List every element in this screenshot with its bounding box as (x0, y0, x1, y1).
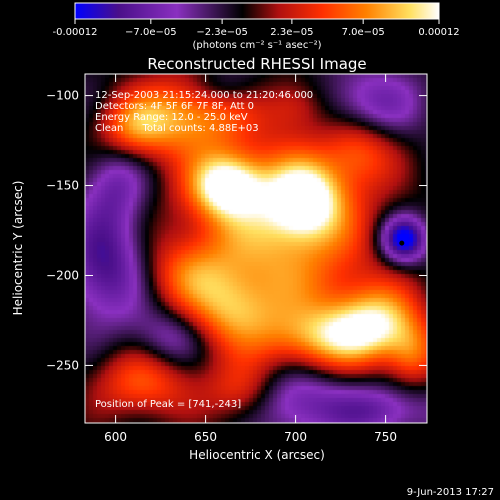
y-tick-label: −100 (46, 89, 79, 103)
y-tick-label: −200 (46, 268, 79, 282)
axis-ticks: 600 650 700 750 −100 −150 −200 −250 (46, 74, 427, 444)
annotation-block: 12-Sep-2003 21:15:24.000 to 21:20:46.000… (95, 90, 313, 134)
annotation-clean-counts: Clean Total counts: 4.88E+03 (95, 123, 259, 134)
annotation-time: 12-Sep-2003 21:15:24.000 to 21:20:46.000 (95, 90, 313, 101)
peak-position-label: Position of Peak = [741,-243] (95, 399, 241, 410)
x-tick-label: 600 (104, 430, 127, 444)
footer-date: 9-Jun-2013 17:27 (407, 487, 494, 498)
heatmap-container (85, 74, 427, 423)
colorbar-tick-label: −7.0e−05 (125, 27, 177, 38)
colorbar-unit-label: (photons cm⁻² s⁻¹ asec⁻²) (192, 40, 321, 51)
annotation-detectors: Detectors: 4F 5F 6F 7F 8F, Att 0 (95, 101, 254, 112)
x-tick-label: 750 (374, 430, 397, 444)
y-tick-label: −150 (46, 179, 79, 193)
x-tick-label: 650 (194, 430, 217, 444)
peak-marker (399, 240, 405, 246)
colorbar (74, 2, 440, 20)
colorbar-tick-label: 2.3e−05 (270, 27, 313, 38)
y-tick-label: −250 (46, 358, 79, 372)
chart-title: Reconstructed RHESSI Image (147, 55, 366, 73)
colorbar-tick-label: 7.0e−05 (342, 27, 385, 38)
x-axis-label: Heliocentric X (arcsec) (189, 448, 325, 462)
x-tick-label: 700 (284, 430, 307, 444)
y-axis-label: Heliocentric Y (arcsec) (11, 181, 25, 316)
colorbar-tick-label: -0.00012 (53, 27, 98, 38)
colorbar-tick-label: −2.3e−05 (196, 27, 248, 38)
colorbar-tick-label: 0.00012 (418, 27, 459, 38)
annotation-energy: Energy Range: 12.0 - 25.0 keV (95, 112, 248, 123)
colorbar-ticks: -0.00012 −7.0e−05 −2.3e−05 2.3e−05 7.0e−05 0.… (53, 19, 460, 38)
plot-frame (84, 73, 428, 424)
heatmap-image (85, 74, 427, 423)
